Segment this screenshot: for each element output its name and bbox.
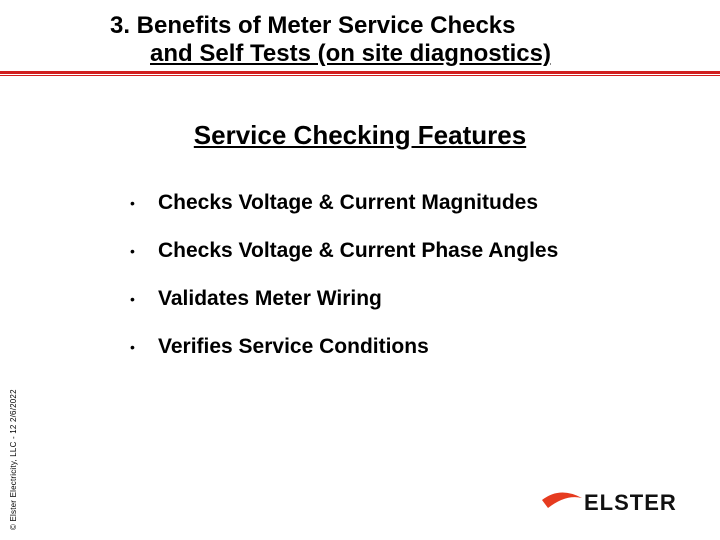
bullet-icon: • [130,190,158,216]
copyright-text: © Elster Electricity, LLC - 12 2/6/2022 [9,389,18,530]
subtitle: Service Checking Features [0,120,720,151]
bullet-text: Checks Voltage & Current Magnitudes [158,190,538,215]
elster-logo: ELSTER [540,484,690,520]
title-line-2: and Self Tests (on site diagnostics) [110,40,680,68]
bullet-list: • Checks Voltage & Current Magnitudes • … [130,190,660,382]
title-block: 3. Benefits of Meter Service Checks and … [110,12,680,67]
list-item: • Validates Meter Wiring [130,286,660,312]
bullet-icon: • [130,238,158,264]
bullet-icon: • [130,334,158,360]
title-line-1: 3. Benefits of Meter Service Checks [110,12,680,40]
logo-swoosh-icon [542,492,582,508]
bullet-text: Verifies Service Conditions [158,334,429,359]
bullet-text: Validates Meter Wiring [158,286,382,311]
bullet-text: Checks Voltage & Current Phase Angles [158,238,558,263]
logo-text: ELSTER [584,490,677,515]
bullet-icon: • [130,286,158,312]
list-item: • Verifies Service Conditions [130,334,660,360]
horizontal-rule-thin [0,75,720,76]
list-item: • Checks Voltage & Current Phase Angles [130,238,660,264]
list-item: • Checks Voltage & Current Magnitudes [130,190,660,216]
horizontal-rule-thick [0,71,720,74]
slide: 3. Benefits of Meter Service Checks and … [0,0,720,540]
